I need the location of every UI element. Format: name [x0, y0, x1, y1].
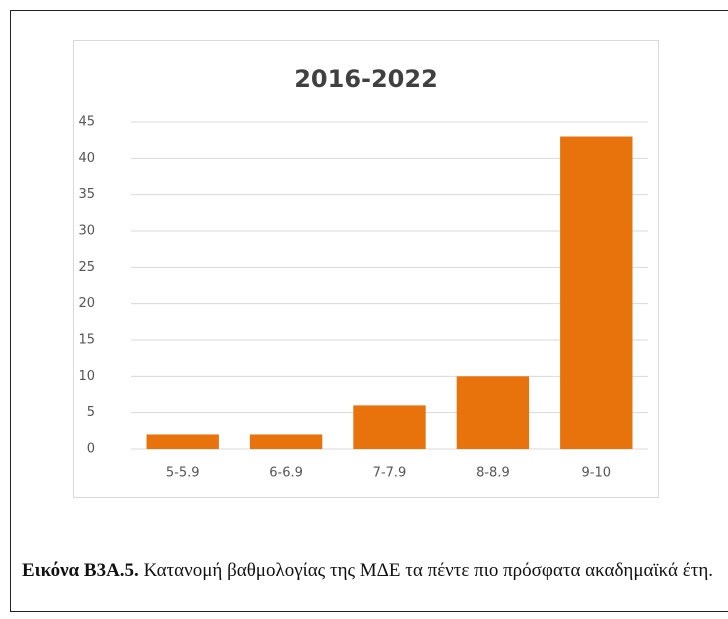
y-tick-label: 10 — [78, 369, 95, 384]
caption-label: Εικόνα Β3Α.5. — [22, 560, 139, 581]
caption-text: Κατανομή βαθμολογίας της ΜΔΕ τα πέντε πι… — [143, 560, 714, 581]
x-tick-label: 7-7.9 — [373, 466, 407, 481]
bar — [456, 376, 530, 449]
y-tick-label: 40 — [78, 151, 95, 166]
bar — [249, 434, 323, 449]
chart: 2016-2022 0 5 10 15 20 25 30 35 40 45 5-5.9 6-6.9 7-… — [73, 40, 659, 498]
frame — [10, 10, 728, 612]
bar — [146, 434, 219, 449]
y-tick-label: 35 — [78, 187, 95, 202]
y-tick-label: 20 — [78, 296, 95, 311]
y-tick-label: 25 — [78, 260, 95, 275]
x-tick-label: 6-6.9 — [269, 466, 303, 481]
x-tick-label: 5-5.9 — [166, 466, 200, 481]
x-tick-label: 9-10 — [582, 466, 612, 481]
x-tick-label: 8-8.9 — [476, 466, 510, 481]
caption: Εικόνα Β3Α.5. Κατανομή βαθμολογίας της Μ… — [22, 556, 722, 586]
y-tick-label: 30 — [78, 224, 95, 239]
bar — [560, 136, 633, 449]
chart-title: 2016-2022 — [294, 65, 438, 93]
y-tick-label: 5 — [87, 405, 95, 420]
y-tick-label: 0 — [87, 442, 95, 457]
bar — [353, 405, 426, 449]
y-tick-label: 45 — [78, 115, 95, 130]
y-tick-label: 15 — [78, 333, 95, 348]
